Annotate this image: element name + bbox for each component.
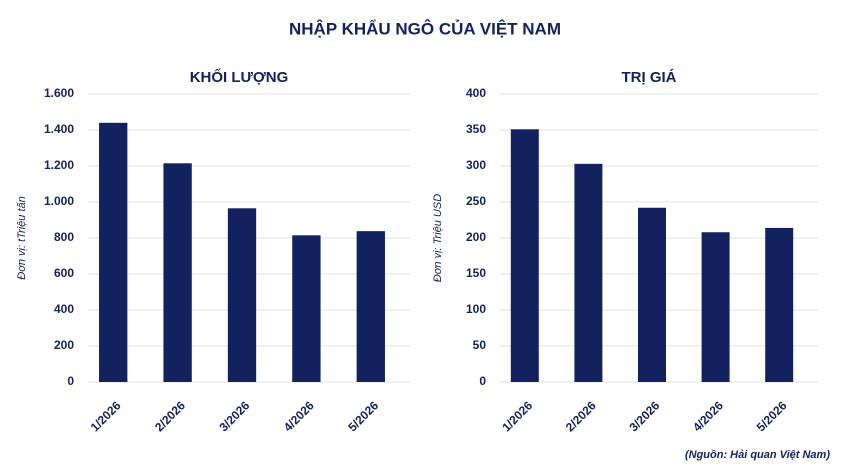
y-tick-label: 1.000: [44, 194, 74, 208]
x-tick-label: 4/2026: [690, 398, 726, 434]
y-tick-label: 0: [479, 374, 486, 388]
x-tick-label: 5/2026: [345, 398, 381, 434]
y-tick-label: 1.200: [44, 158, 74, 172]
y-tick-label: 50: [473, 338, 487, 352]
bar: [765, 227, 794, 382]
bar: [163, 163, 192, 382]
y-tick-label: 1.400: [44, 122, 74, 136]
bar: [292, 235, 321, 382]
x-tick-label: 4/2026: [281, 398, 317, 434]
y-tick-label: 100: [466, 302, 486, 316]
y-tick-label: 200: [54, 338, 74, 352]
chart-title: TRỊ GIÁ: [622, 69, 677, 86]
page-title: NHẬP KHẨU NGÔ CỦA VIỆT NAM: [289, 19, 561, 38]
bar: [227, 208, 257, 382]
x-tick-label: 2/2026: [563, 398, 599, 434]
bar: [99, 122, 128, 383]
y-tick-label: 400: [466, 86, 486, 100]
y-tick-label: 600: [54, 266, 74, 280]
y-tick-label: 400: [54, 302, 74, 316]
chart-title: KHỐI LƯỢNG: [190, 68, 289, 86]
y-tick-label: 150: [466, 266, 486, 280]
y-axis-label: Đơn vị: tTriệu tấn: [16, 196, 28, 279]
x-tick-label: 3/2026: [627, 398, 663, 434]
bar: [638, 207, 666, 382]
y-axis-label: Đơn vị: Triệu USD: [432, 194, 444, 282]
bar: [510, 129, 539, 382]
bar: [574, 163, 603, 382]
x-tick-label: 2/2026: [152, 398, 188, 434]
y-tick-label: 800: [54, 230, 74, 244]
x-tick-label: 5/2026: [754, 398, 790, 434]
source-note: (Nguồn: Hải quan Việt Nam): [685, 449, 830, 461]
y-tick-label: 1.600: [44, 86, 74, 100]
bar: [356, 231, 385, 382]
y-tick-label: 200: [466, 230, 486, 244]
y-tick-label: 300: [466, 158, 486, 172]
y-tick-label: 0: [67, 374, 74, 388]
x-tick-label: 3/2026: [217, 398, 253, 434]
y-tick-label: 250: [466, 194, 486, 208]
bar: [701, 232, 730, 382]
x-tick-label: 1/2026: [499, 398, 535, 434]
x-tick-label: 1/2026: [88, 398, 124, 434]
y-tick-label: 350: [466, 122, 486, 136]
